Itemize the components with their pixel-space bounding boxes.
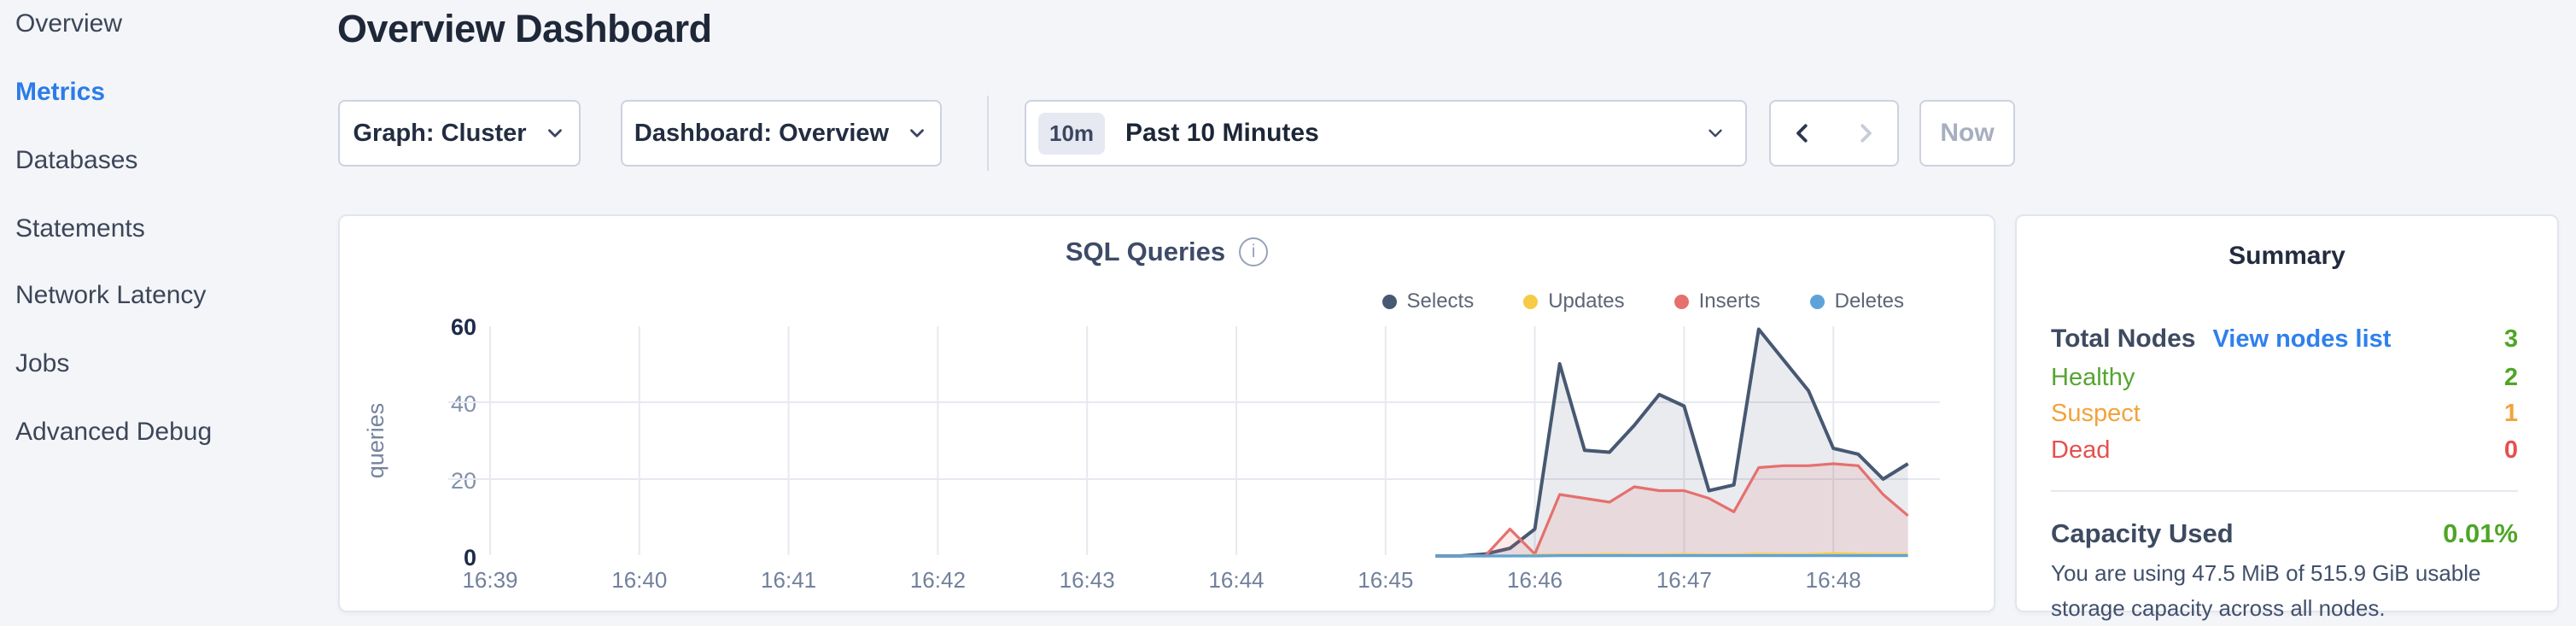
x-axis-tick-label: 16:47	[1624, 567, 1744, 594]
chevron-left-icon	[1790, 120, 1815, 146]
x-axis-tick-label: 16:46	[1475, 567, 1595, 594]
page-title: Overview Dashboard	[337, 7, 712, 51]
sidebar-item-statements[interactable]: Statements	[15, 210, 145, 248]
time-next-button[interactable]	[1833, 100, 1899, 167]
capacity-used-label: Capacity Used	[2051, 518, 2234, 549]
chart-title: SQL Queries	[1066, 237, 1225, 267]
legend-label: Selects	[1407, 290, 1475, 313]
x-axis-tick-label: 16:43	[1027, 567, 1147, 594]
time-range-label: Past 10 Minutes	[1125, 119, 1319, 148]
sidebar-item-databases[interactable]: Databases	[15, 142, 137, 179]
sidebar-item-jobs[interactable]: Jobs	[15, 345, 69, 383]
legend-label: Deletes	[1835, 290, 1904, 313]
x-axis-tick-label: 16:39	[430, 567, 550, 594]
sidebar-item-advanced-debug[interactable]: Advanced Debug	[15, 413, 212, 451]
capacity-row: Capacity Used 0.01%	[2051, 517, 2518, 551]
sidebar-item-metrics[interactable]: Metrics	[15, 73, 105, 111]
healthy-value: 2	[2504, 360, 2518, 395]
time-range-dropdown[interactable]: 10m Past 10 Minutes	[1025, 100, 1747, 167]
summary-row-healthy: Healthy 2	[2051, 360, 2518, 395]
graph-scope-dropdown-label: Graph: Cluster	[353, 120, 526, 148]
x-axis-tick-label: 16:45	[1326, 567, 1446, 594]
sql-queries-plot[interactable]	[448, 325, 1951, 558]
suspect-value: 1	[2504, 396, 2518, 430]
suspect-label: Suspect	[2051, 396, 2141, 430]
summary-row-dead: Dead 0	[2051, 433, 2518, 467]
dashboard-dropdown-label: Dashboard: Overview	[634, 120, 889, 148]
legend-item-updates: Updates	[1523, 290, 1624, 313]
x-axis-tick-label: 16:48	[1773, 567, 1893, 594]
chevron-down-icon	[544, 122, 566, 144]
chevron-down-icon	[1704, 122, 1726, 144]
dashboard-dropdown[interactable]: Dashboard: Overview	[621, 100, 942, 167]
sql-queries-chart-card: SQL Queries i Selects Updates Inserts Delet…	[338, 214, 1995, 612]
dead-label: Dead	[2051, 433, 2110, 467]
summary-row-total-nodes: Total Nodes View nodes list 3	[2051, 322, 2518, 356]
sidebar-item-overview[interactable]: Overview	[15, 5, 122, 43]
total-nodes-label: Total Nodes	[2051, 322, 2195, 356]
total-nodes-value: 3	[2504, 322, 2518, 356]
summary-title: Summary	[2017, 242, 2557, 271]
legend-item-deletes: Deletes	[1810, 290, 1904, 313]
legend-item-inserts: Inserts	[1674, 290, 1761, 313]
legend-item-selects: Selects	[1382, 290, 1475, 313]
capacity-description: You are using 47.5 MiB of 515.9 GiB usab…	[2051, 556, 2531, 626]
legend-dot-inserts	[1674, 295, 1689, 309]
legend-label: Updates	[1548, 290, 1624, 313]
graph-scope-dropdown[interactable]: Graph: Cluster	[338, 100, 581, 167]
summary-panel: Summary Total Nodes View nodes list 3 He…	[2015, 214, 2559, 612]
legend-label: Inserts	[1699, 290, 1761, 313]
chart-legend: Selects Updates Inserts Deletes	[1382, 290, 1905, 313]
time-prev-button[interactable]	[1769, 100, 1835, 167]
summary-row-suspect: Suspect 1	[2051, 396, 2518, 430]
chevron-right-icon	[1853, 120, 1878, 146]
controls-divider	[987, 96, 989, 171]
healthy-label: Healthy	[2051, 360, 2135, 395]
x-axis-tick-label: 16:41	[729, 567, 849, 594]
sidebar-item-network-latency[interactable]: Network Latency	[15, 277, 206, 314]
info-icon[interactable]: i	[1239, 237, 1268, 266]
x-axis-tick-label: 16:44	[1177, 567, 1296, 594]
legend-dot-selects	[1382, 295, 1397, 309]
time-range-badge: 10m	[1038, 113, 1105, 155]
view-nodes-list-link[interactable]: View nodes list	[2212, 322, 2391, 356]
legend-dot-updates	[1523, 295, 1538, 309]
capacity-used-value: 0.01%	[2443, 518, 2518, 549]
x-axis-tick-label: 16:42	[878, 567, 997, 594]
legend-dot-deletes	[1810, 295, 1825, 309]
chevron-down-icon	[906, 122, 928, 144]
y-axis-title: queries	[363, 377, 388, 505]
x-axis-tick-label: 16:40	[580, 567, 699, 594]
dead-value: 0	[2504, 433, 2518, 467]
time-now-button[interactable]: Now	[1919, 100, 2015, 167]
summary-divider	[2051, 490, 2518, 492]
